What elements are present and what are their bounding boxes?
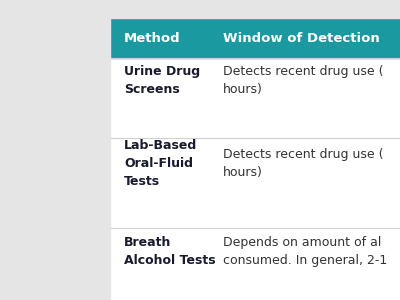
Text: Detects recent drug use (
hours): Detects recent drug use ( hours) [223,148,384,179]
Bar [110,18,400,58]
Text: Window of Detection: Window of Detection [223,32,380,44]
Text: Detects recent drug use (
hours): Detects recent drug use ( hours) [223,65,384,96]
Text: Urine Drug
Screens: Urine Drug Screens [124,65,200,96]
Text: Method: Method [124,32,181,44]
Bar [110,18,400,300]
Bar [0,0,400,18]
Text: Lab-Based
Oral-Fluid
Tests: Lab-Based Oral-Fluid Tests [124,139,197,188]
Bar [0,0,110,300]
Text: Depends on amount of al
consumed. In general, 2-1: Depends on amount of al consumed. In gen… [223,236,387,267]
Text: Breath
Alcohol Tests: Breath Alcohol Tests [124,236,216,267]
